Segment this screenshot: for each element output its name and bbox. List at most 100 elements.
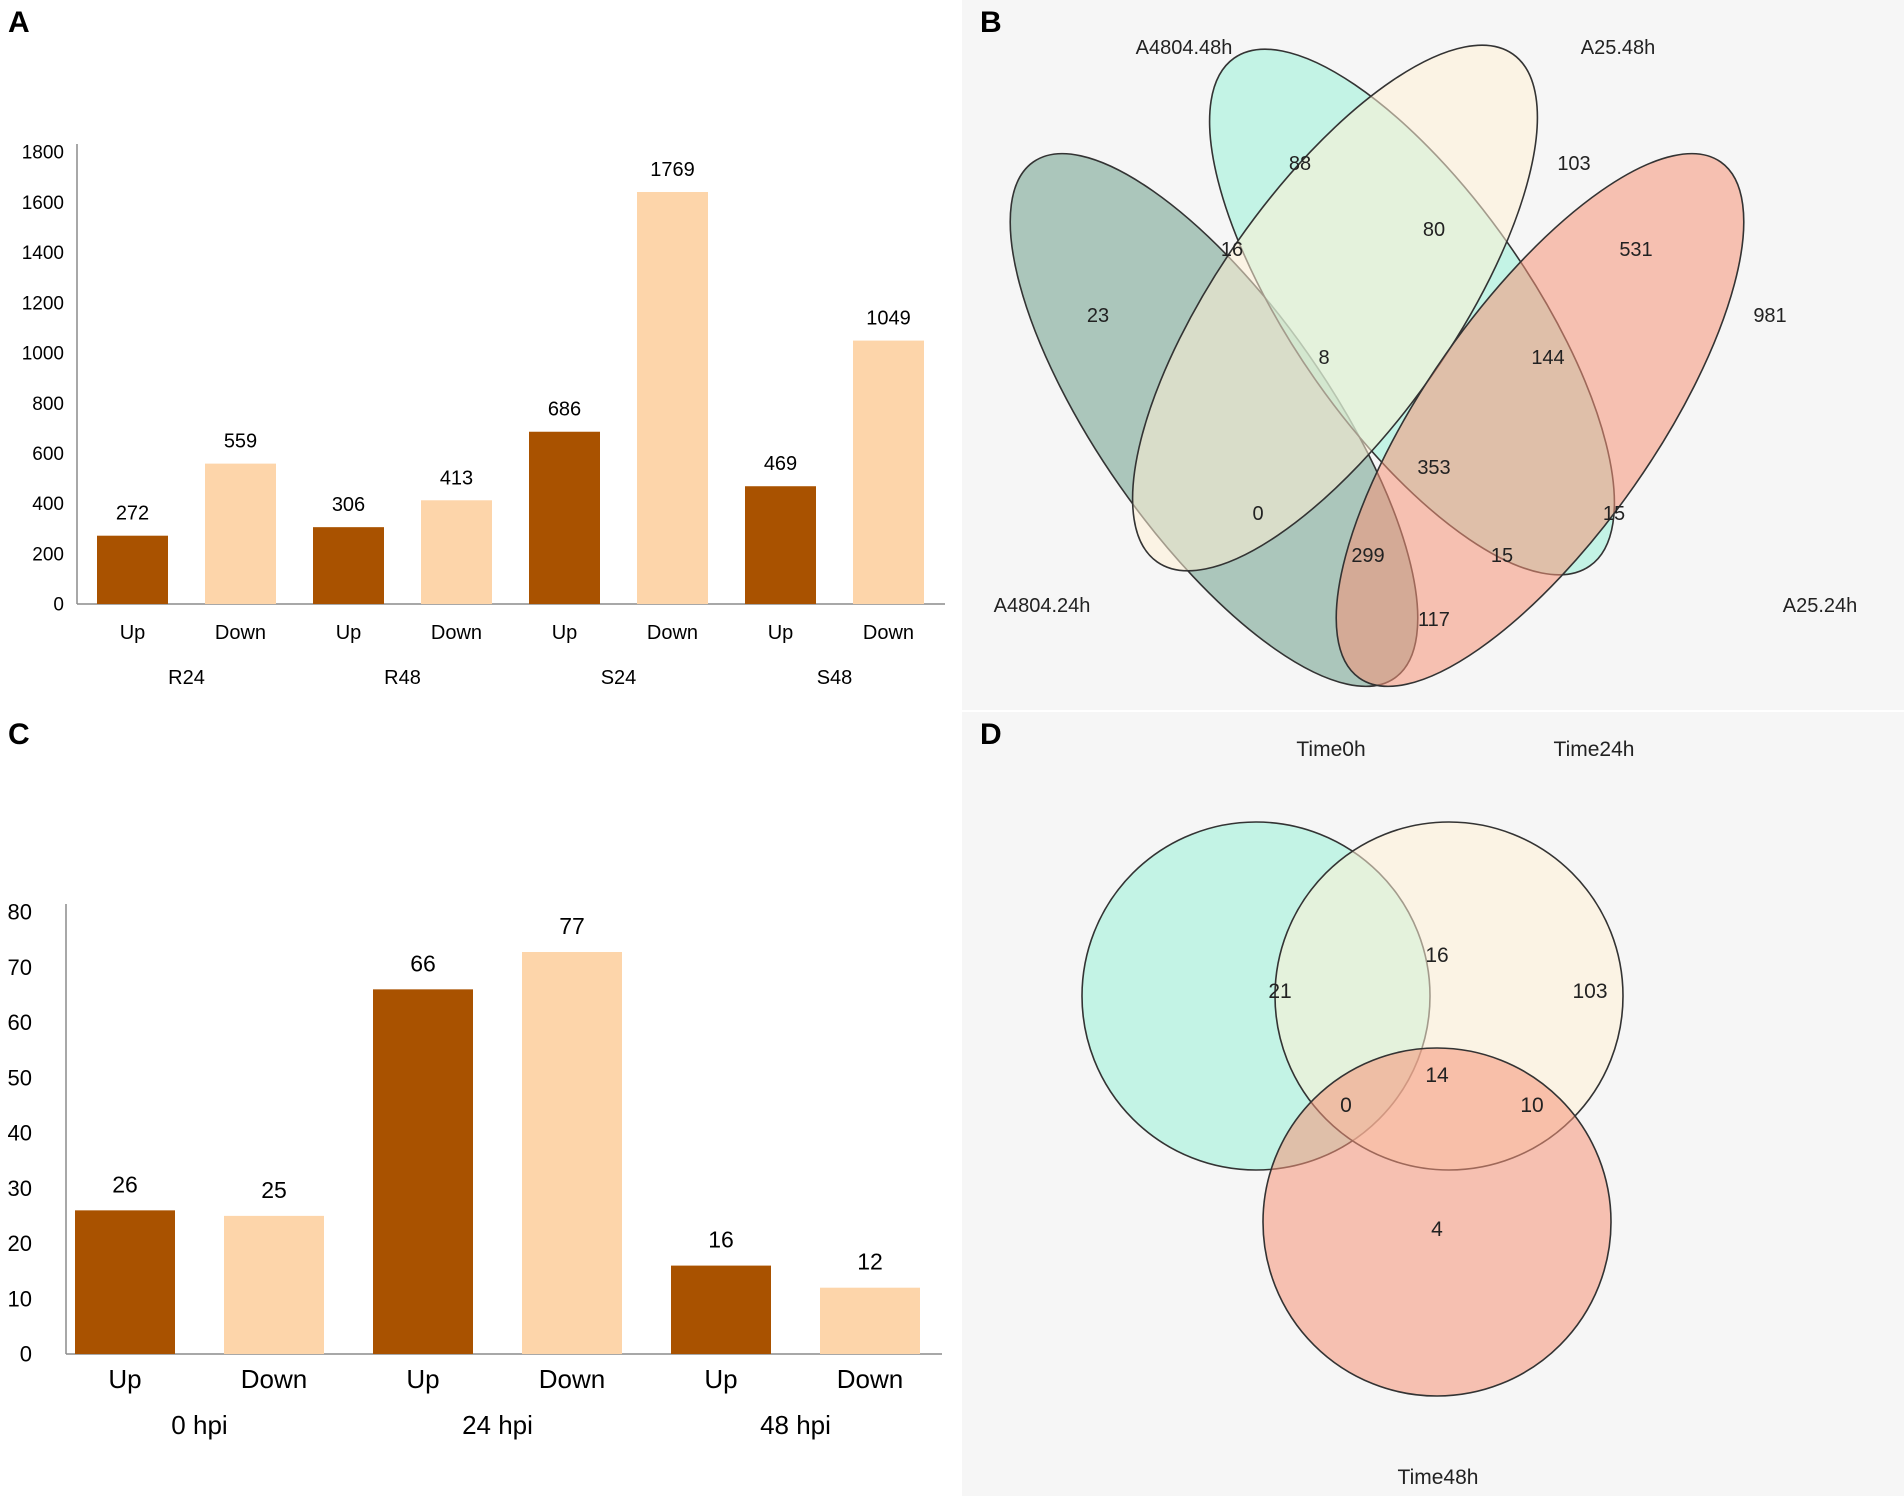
- bar-down: [522, 952, 622, 1354]
- bar-down: [820, 1287, 920, 1354]
- bar-down: [637, 192, 708, 604]
- bar-value-label: 413: [440, 467, 473, 489]
- bar-value-label: 25: [261, 1177, 287, 1203]
- y-tick-label: 10: [8, 1286, 32, 1311]
- y-tick-label: 1400: [22, 243, 64, 264]
- bar-category-label: Up: [108, 1364, 141, 1394]
- y-tick-label: 0: [20, 1342, 32, 1367]
- panel-letter-d: D: [980, 718, 1002, 751]
- y-tick-label: 20: [8, 1231, 32, 1256]
- venn-region-count: 981: [1753, 305, 1786, 327]
- venn-set-label: A25.24h: [1783, 595, 1858, 617]
- venn-region-count: 15: [1603, 503, 1625, 525]
- panel-a-bar-chart: A 0 200 400 600 800 1000 1200 1400 1600 1800 272 Up…: [0, 0, 960, 710]
- panel-letter-a: A: [8, 6, 30, 39]
- y-tick-label: 0: [53, 595, 64, 616]
- venn-region-count: 15: [1491, 545, 1513, 567]
- venn-region-count: 0: [1252, 503, 1263, 525]
- venn-region-count: 117: [1418, 609, 1450, 631]
- y-tick-label: 1600: [22, 193, 64, 214]
- bar-up: [373, 989, 473, 1354]
- panel-letter-c: C: [8, 718, 30, 751]
- bar-down: [205, 463, 276, 604]
- bar-up: [97, 535, 168, 604]
- bar-category-label: Down: [647, 622, 698, 644]
- bar-value-label: 469: [764, 453, 797, 475]
- bar-up: [529, 431, 600, 604]
- group-label: S24: [601, 667, 637, 689]
- venn-set-label: A25.48h: [1581, 37, 1656, 59]
- bar-value-label: 559: [224, 431, 257, 453]
- bar-category-label: Down: [539, 1364, 605, 1394]
- venn-region-count: 21: [1268, 980, 1291, 1003]
- chart-c-svg: 0 10 20 30 40 50 60 70 80 26 Up 25 Down 66 Up 77 Down 16 U…: [8, 900, 942, 1440]
- y-tick-label: 600: [32, 444, 64, 465]
- y-tick-label: 60: [8, 1010, 32, 1035]
- panel-b-venn: B A4804.48h A25.48h A4804.24h A25.24h 88 103 2…: [962, 0, 1904, 710]
- panel-letter-b: B: [980, 6, 1002, 39]
- venn-region-count: 531: [1619, 239, 1652, 261]
- bar-up: [75, 1210, 175, 1354]
- bar-category-label: Up: [552, 622, 578, 644]
- y-tick-label: 1800: [22, 143, 64, 164]
- bar-category-label: Down: [431, 622, 482, 644]
- bar-category-label: Up: [704, 1364, 737, 1394]
- y-tick-label: 200: [32, 544, 64, 565]
- bar-category-label: Up: [336, 622, 362, 644]
- bar-category-label: Down: [241, 1364, 307, 1394]
- group-label: S48: [817, 667, 853, 689]
- venn-region-count: 103: [1557, 153, 1590, 175]
- bar-value-label: 77: [559, 913, 585, 939]
- bar-value-label: 306: [332, 494, 365, 516]
- bar-category-label: Up: [768, 622, 794, 644]
- venn-region-count: 88: [1289, 153, 1311, 175]
- y-tick-label: 1000: [22, 344, 64, 365]
- group-label: 24 hpi: [462, 1410, 533, 1440]
- venn-b-svg: A4804.48h A25.48h A4804.24h A25.24h 88 103 23 9…: [994, 37, 1858, 688]
- venn-set-label: Time48h: [1398, 1466, 1479, 1489]
- venn-region-count: 353: [1417, 457, 1450, 479]
- y-tick-label: 30: [8, 1176, 32, 1201]
- bar-category-label: Up: [406, 1364, 439, 1394]
- bar-up: [745, 486, 816, 604]
- panel-d-venn: D Time0h Time24h Time48h 21 103 4 16 0 10 14: [962, 712, 1904, 1496]
- bar-value-label: 1769: [650, 159, 695, 181]
- venn-region-count: 80: [1423, 219, 1445, 241]
- venn-set-label: A4804.48h: [1136, 37, 1233, 59]
- group-label: 0 hpi: [171, 1410, 227, 1440]
- venn-set-shape: [1262, 1047, 1612, 1397]
- bar-value-label: 686: [548, 399, 581, 421]
- bar-category-label: Down: [837, 1364, 903, 1394]
- venn-region-count: 14: [1425, 1064, 1449, 1087]
- venn-region-count: 16: [1425, 944, 1448, 967]
- venn-region-count: 0: [1340, 1094, 1352, 1117]
- bar-value-label: 66: [410, 950, 436, 976]
- bar-category-label: Up: [120, 622, 146, 644]
- venn-region-count: 144: [1531, 347, 1564, 369]
- venn-d-svg: Time0h Time24h Time48h 21 103 4 16 0 10 14: [1081, 738, 1635, 1489]
- y-tick-label: 400: [32, 494, 64, 515]
- y-tick-label: 1200: [22, 293, 64, 314]
- y-tick-label: 70: [8, 955, 32, 980]
- venn-region-count: 23: [1087, 305, 1109, 327]
- bar-down: [421, 500, 492, 604]
- panel-c-bar-chart: C 0 10 20 30 40 50 60 70 80 26 Up 25 Down 66 Up 77 Down 1…: [0, 712, 960, 1496]
- bar-category-label: Down: [863, 622, 914, 644]
- bar-value-label: 16: [708, 1227, 734, 1253]
- bar-down: [224, 1215, 324, 1354]
- group-label: R48: [384, 667, 421, 689]
- venn-region-count: 4: [1431, 1218, 1443, 1241]
- bar-down: [853, 340, 924, 604]
- venn-region-count: 103: [1572, 980, 1607, 1003]
- y-tick-label: 80: [8, 900, 32, 925]
- y-tick-label: 800: [32, 394, 64, 415]
- bar-value-label: 12: [857, 1249, 883, 1275]
- bar-value-label: 272: [116, 503, 149, 525]
- venn-region-count: 8: [1318, 347, 1329, 369]
- bar-category-label: Down: [215, 622, 266, 644]
- venn-set-label: Time24h: [1554, 738, 1635, 761]
- chart-a-svg: 0 200 400 600 800 1000 1200 1400 1600 1800 272 Up 55…: [22, 143, 945, 689]
- y-tick-label: 50: [8, 1065, 32, 1090]
- venn-region-count: 10: [1520, 1094, 1543, 1117]
- group-label: 48 hpi: [760, 1410, 831, 1440]
